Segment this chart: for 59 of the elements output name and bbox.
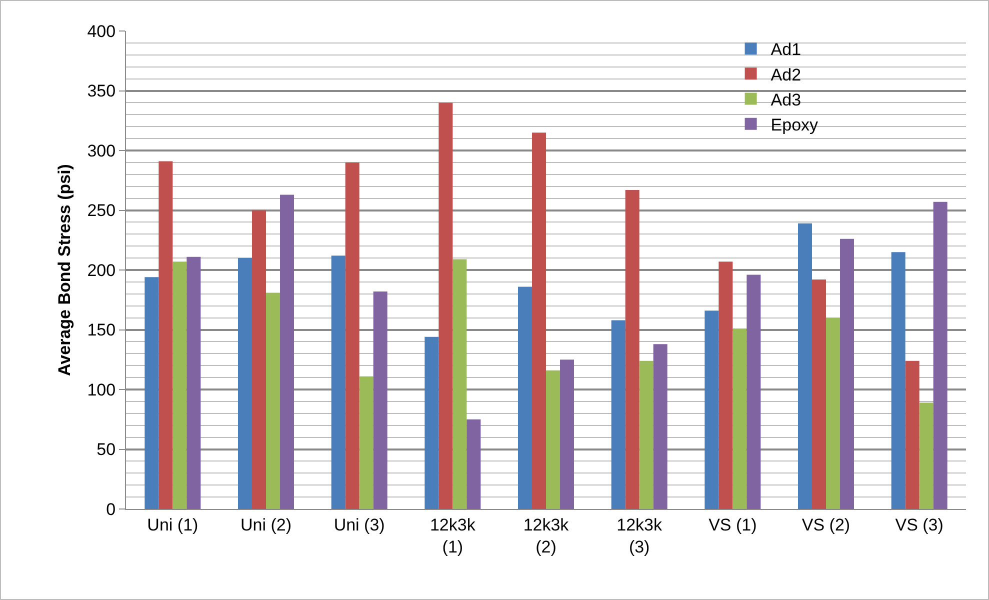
y-tick-label: 50	[96, 440, 116, 460]
x-tick-label: 12k3k (2)	[523, 515, 570, 556]
x-tick-label: VS (2)	[802, 515, 850, 534]
x-tick-label: VS (3)	[895, 515, 944, 534]
y-axis-title: Average Bond Stress (psi)	[54, 164, 74, 376]
y-tick-label: 300	[87, 141, 116, 160]
bar	[373, 292, 388, 509]
bar	[840, 238, 854, 509]
y-tick-label: 150	[87, 320, 116, 340]
bar	[424, 336, 439, 509]
x-tick-label: 12k3k (1)	[430, 515, 476, 556]
bar	[933, 202, 948, 509]
x-tick-label: Uni (1)	[147, 515, 198, 534]
bar	[653, 344, 668, 509]
bar	[625, 190, 640, 509]
x-tick-label: Uni (3)	[334, 515, 385, 534]
bar	[532, 132, 546, 509]
x-tick-label: Uni (2)	[240, 515, 292, 534]
bar	[546, 370, 560, 509]
bar	[172, 262, 187, 509]
bar	[345, 162, 360, 509]
bar	[252, 210, 266, 509]
bar	[331, 256, 346, 509]
legend-label: Ad1	[770, 40, 802, 60]
y-tick-label: 250	[87, 201, 116, 220]
legend-label: Epoxy	[770, 115, 819, 134]
bar	[466, 419, 481, 509]
bar	[238, 258, 252, 509]
bar	[266, 292, 280, 509]
bar	[704, 310, 719, 509]
y-tick-label: 100	[87, 380, 116, 400]
bar	[812, 280, 826, 509]
legend-label: Ad3	[770, 90, 802, 110]
y-tick-label: 200	[87, 260, 116, 280]
bar	[798, 223, 812, 509]
bar	[452, 259, 467, 509]
bar	[891, 252, 906, 509]
bar	[826, 318, 840, 509]
bar	[158, 161, 173, 509]
bar	[611, 320, 626, 509]
bar	[905, 360, 920, 509]
bar	[919, 402, 934, 509]
bar	[186, 256, 201, 509]
bar	[438, 102, 453, 509]
bar	[639, 360, 654, 509]
y-tick-label: 350	[87, 82, 116, 101]
legend-label: Ad2	[770, 65, 802, 84]
x-tick-label: VS (1)	[708, 515, 757, 534]
bar	[518, 286, 532, 509]
bar	[144, 277, 159, 509]
x-tick-label: 12k3k (3)	[616, 515, 663, 556]
bar	[560, 360, 574, 509]
bar	[718, 262, 733, 509]
bar	[280, 194, 294, 509]
bar	[746, 274, 761, 509]
bar	[359, 376, 374, 509]
y-tick-label: 0	[106, 500, 116, 519]
y-tick-label: 400	[87, 22, 116, 41]
bar	[732, 328, 747, 509]
